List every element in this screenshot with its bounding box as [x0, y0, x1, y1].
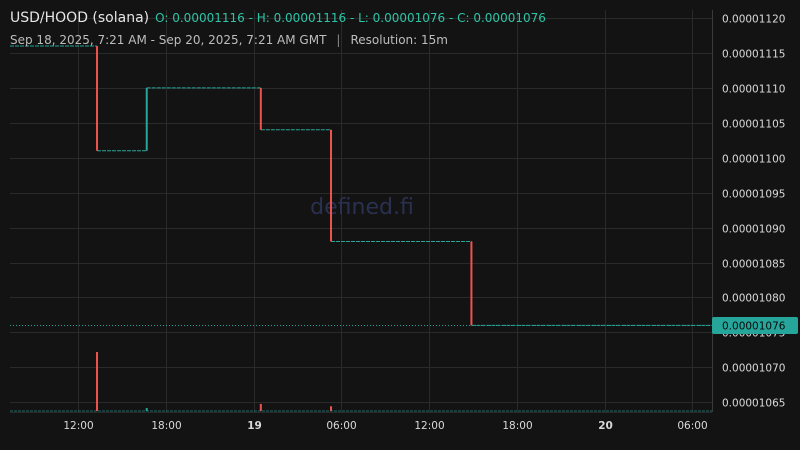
x-tick-label: 18:00 [502, 420, 532, 432]
date-range: Sep 18, 2025, 7:21 AM - Sep 20, 2025, 7:… [10, 33, 327, 47]
volume-bar [330, 406, 333, 411]
volume-bar [145, 408, 148, 411]
last-price-badge: 0.00001076 [712, 317, 798, 334]
x-tick-label: 20 [598, 420, 613, 432]
last-price-badge-bg [712, 317, 798, 334]
volume-bars [10, 352, 712, 412]
grid [10, 10, 713, 413]
x-tick-label: 18:00 [151, 420, 181, 432]
y-tick-label: 0.00001090 [722, 224, 785, 236]
pair-name: USD/HOOD (solana) [10, 10, 150, 26]
y-tick-label: 0.00001120 [722, 14, 785, 26]
y-tick-label: 0.00001115 [722, 49, 785, 61]
chart-subheader: Sep 18, 2025, 7:21 AM - Sep 20, 2025, 7:… [10, 33, 448, 47]
volume-bar [96, 352, 99, 411]
y-tick-label: 0.00001065 [722, 398, 785, 410]
y-tick-label: 0.00001095 [722, 189, 785, 201]
chart-header: USD/HOOD (solana) O: 0.00001116 - H: 0.00… [10, 10, 546, 26]
last-price-label: 0.00001076 [722, 321, 786, 333]
y-tick-label: 0.00001080 [722, 293, 785, 305]
y-tick-label: 0.00001085 [722, 259, 785, 271]
y-tick-label: 0.00001100 [722, 154, 785, 166]
resolution: Resolution: 15m [350, 33, 448, 47]
ohlc-values: O: 0.00001116 - H: 0.00001116 - L: 0.000… [155, 11, 546, 25]
x-tick-label: 12:00 [63, 420, 93, 432]
x-tick-label: 06:00 [677, 420, 707, 432]
x-tick-label: 06:00 [326, 420, 356, 432]
y-tick-label: 0.00001070 [722, 363, 785, 375]
x-tick-label: 12:00 [414, 420, 444, 432]
x-axis: 12:00 18:00 19 06:00 12:00 18:00 20 06:00 [63, 420, 707, 432]
x-tick-label: 19 [247, 420, 262, 432]
separator: | [336, 33, 341, 47]
y-tick-label: 0.00001110 [722, 84, 785, 96]
price-series [10, 45, 712, 326]
y-axis: 0.000010650.000010700.000010750.00001080… [722, 14, 785, 410]
watermark: defined.fi [310, 195, 414, 220]
y-tick-label: 0.00001105 [722, 119, 785, 131]
volume-bar [259, 403, 262, 411]
